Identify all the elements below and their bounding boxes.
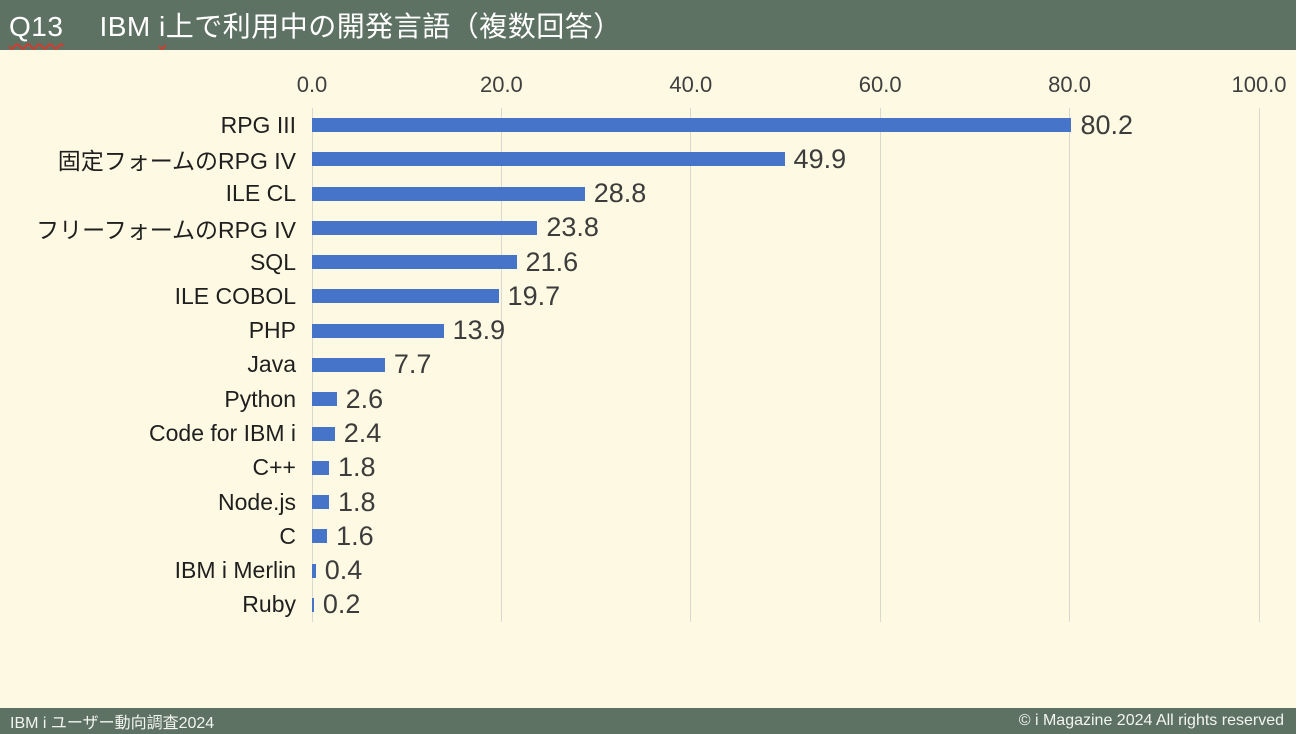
category-label: Ruby (242, 591, 296, 618)
value-label: 49.9 (793, 143, 847, 174)
bar-row: SQL 21.6 (0, 245, 1296, 279)
title-text-suffix: 上で利用中の開発言語（複数回答） (165, 11, 622, 42)
bar-row: Python 2.6 (0, 382, 1296, 416)
bar (312, 529, 328, 544)
value-label: 0.4 (324, 555, 363, 586)
bar (312, 186, 585, 201)
category-label: ILE COBOL (174, 282, 296, 309)
bar (312, 392, 337, 407)
category-label: C++ (252, 454, 296, 481)
footer-source-label: IBM i ユーザー動向調査2024 (10, 715, 215, 732)
category-label: PHP (248, 317, 296, 344)
category-label: Python (224, 385, 296, 412)
x-tick-label: 60.0 (858, 72, 902, 97)
bar (312, 255, 517, 270)
bar-row: RPG III 80.2 (0, 108, 1296, 142)
bar (312, 152, 785, 167)
value-label: 7.7 (393, 349, 432, 380)
bar (312, 220, 538, 235)
category-label: RPG III (220, 111, 296, 138)
category-label: Node.js (218, 488, 296, 515)
bar (312, 323, 444, 338)
bar-row: フリーフォームのRPG IV 23.8 (0, 211, 1296, 245)
bar (312, 357, 385, 372)
bar-row: C++ 1.8 (0, 451, 1296, 485)
value-label: 23.8 (546, 212, 599, 243)
value-label: 19.7 (507, 280, 561, 311)
title-text-prefix: IBM (99, 11, 159, 42)
value-label: 1.8 (338, 486, 376, 517)
category-label: SQL (249, 248, 296, 275)
x-tick-label: 20.0 (479, 72, 523, 97)
bar-row: Node.js 1.8 (0, 485, 1296, 519)
grid-line (879, 108, 881, 622)
x-tick-label: 40.0 (669, 72, 713, 97)
value-label: 1.6 (336, 520, 374, 551)
value-label: 21.6 (525, 246, 579, 277)
title-text-i: i (159, 11, 166, 42)
value-label: 0.2 (322, 589, 361, 620)
bar-row: ILE COBOL 19.7 (0, 279, 1296, 313)
bar-row: PHP 13.9 (0, 314, 1296, 348)
bar (312, 563, 316, 578)
bar (312, 289, 499, 304)
slide-header: Q13 IBM i上で利用中の開発言語（複数回答） (0, 0, 1296, 50)
grid-line (690, 108, 692, 622)
bar-series: RPG III 80.2 固定フォームのRPG IV 49.9 ILE CL 28.8 フリ… (0, 108, 1296, 622)
value-label: 1.8 (338, 452, 376, 483)
x-axis: 0.0 20.0 40.0 60.0 80.0 100.0 (297, 70, 1287, 100)
bar-row: Ruby 0.2 (0, 588, 1296, 622)
category-label: Code for IBM i (149, 420, 296, 447)
grid-line (1258, 108, 1260, 622)
value-label: 13.9 (452, 315, 506, 346)
bar (312, 426, 335, 441)
category-label: ILE CL (225, 180, 296, 207)
right-margin (1296, 0, 1306, 734)
question-number: Q13 (9, 11, 64, 42)
category-label: IBM i Merlin (174, 557, 296, 584)
grid-line (1069, 108, 1071, 622)
category-label: 固定フォームのRPG IV (57, 148, 296, 175)
bar (312, 460, 330, 475)
category-label: フリーフォームのRPG IV (36, 216, 296, 243)
slide-footer: IBM i ユーザー動向調査2024 © i Magazine 2024 All… (0, 708, 1296, 734)
x-tick-label: 100.0 (1231, 72, 1287, 97)
category-label: Java (247, 351, 296, 378)
bar (312, 495, 330, 510)
x-tick-label: 80.0 (1048, 72, 1092, 97)
bar-row: 固定フォームのRPG IV 49.9 (0, 142, 1296, 176)
bar-row: ILE CL 28.8 (0, 177, 1296, 211)
grid-line (500, 108, 502, 622)
value-label: 2.6 (345, 383, 384, 414)
category-label: C (279, 522, 296, 549)
bar (312, 118, 1072, 133)
bar-row: Code for IBM i 2.4 (0, 416, 1296, 450)
value-label: 28.8 (593, 178, 647, 209)
chart-area: 0.0 20.0 40.0 60.0 80.0 100.0 RPG III 80.2 固定フォ… (0, 50, 1296, 708)
page-title: Q13 IBM i上で利用中の開発言語（複数回答） (9, 5, 622, 45)
value-label: 2.4 (343, 418, 382, 449)
bar-row: Java 7.7 (0, 348, 1296, 382)
footer-copyright: © i Magazine 2024 All rights reserved (1018, 712, 1284, 729)
bar-row: IBM i Merlin 0.4 (0, 553, 1296, 587)
bar-row: C 1.6 (0, 519, 1296, 553)
x-tick-label: 0.0 (296, 72, 328, 97)
bar (312, 597, 314, 612)
value-label: 80.2 (1080, 109, 1134, 140)
